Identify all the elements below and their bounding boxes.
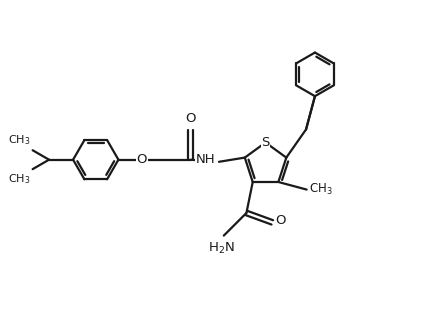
Text: NH: NH [196, 153, 216, 166]
Text: S: S [261, 136, 270, 149]
Text: CH$_3$: CH$_3$ [8, 172, 30, 186]
Text: H$_2$N: H$_2$N [208, 241, 235, 256]
Text: O: O [137, 153, 147, 166]
Text: CH$_3$: CH$_3$ [8, 133, 30, 147]
Text: O: O [186, 112, 196, 125]
Text: O: O [276, 214, 286, 227]
Text: CH$_3$: CH$_3$ [309, 182, 333, 197]
